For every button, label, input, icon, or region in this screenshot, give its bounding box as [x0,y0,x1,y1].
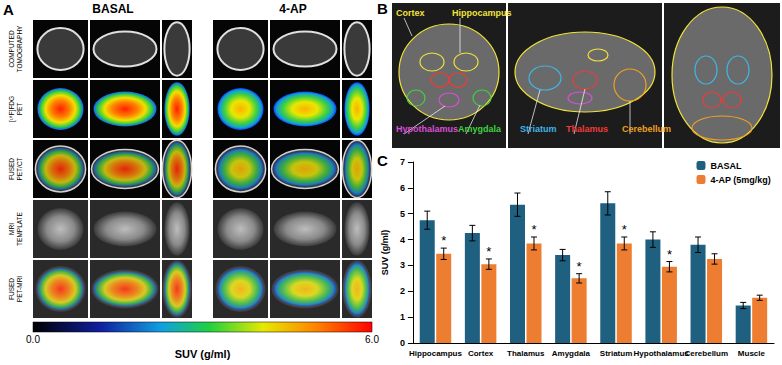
svg-text:6.0: 6.0 [365,334,379,345]
svg-text:B: B [377,0,388,17]
svg-text:*: * [486,244,491,259]
svg-text:*: * [622,222,627,237]
svg-text:[¹⁸F]FDGPET: [¹⁸F]FDGPET [8,96,23,122]
svg-text:Striatum: Striatum [600,349,632,358]
svg-text:Thalamus: Thalamus [507,349,545,358]
svg-text:BASAL: BASAL [710,161,742,171]
svg-text:Muscle: Muscle [738,349,766,358]
svg-text:Amygdala: Amygdala [552,349,591,358]
svg-text:MRITEMPLATE: MRITEMPLATE [8,211,23,245]
svg-text:Hippocampus: Hippocampus [452,8,512,18]
svg-text:2: 2 [400,286,405,296]
svg-text:7: 7 [400,157,405,167]
svg-text:Cerebellum: Cerebellum [622,124,671,134]
svg-text:3: 3 [400,260,405,270]
svg-text:4-AP: 4-AP [279,2,306,16]
svg-text:6: 6 [400,183,405,193]
svg-text:4-AP (5mg/kg): 4-AP (5mg/kg) [710,175,770,185]
svg-text:Cortex: Cortex [468,349,494,358]
svg-text:C: C [377,152,388,169]
svg-text:*: * [577,259,582,274]
svg-text:Striatum: Striatum [520,124,557,134]
svg-text:5: 5 [400,209,405,219]
svg-text:SUV (g/ml): SUV (g/ml) [175,348,231,360]
svg-text:A: A [3,1,14,18]
svg-text:Hypothalamus: Hypothalamus [396,124,458,134]
svg-text:0.0: 0.0 [26,334,40,345]
svg-text:0: 0 [400,338,405,348]
svg-text:FUSEDPET-MRI: FUSEDPET-MRI [8,276,23,303]
svg-text:Hippocampus: Hippocampus [409,349,462,358]
svg-text:1: 1 [400,312,405,322]
svg-text:*: * [531,222,536,237]
svg-text:4: 4 [400,235,405,245]
svg-text:SUV (g/ml): SUV (g/ml) [380,230,390,276]
svg-text:Amygdala: Amygdala [458,124,502,134]
svg-text:COMPUTEDTOMOGRAPHY: COMPUTEDTOMOGRAPHY [8,25,23,72]
svg-text:Hypothalamus: Hypothalamus [634,349,690,358]
svg-text:FUSEDPET/CT: FUSEDPET/CT [8,157,23,180]
svg-text:*: * [667,247,672,262]
svg-text:Cortex: Cortex [396,8,425,18]
svg-text:Thalamus: Thalamus [566,124,608,134]
svg-text:BASAL: BASAL [92,2,133,16]
svg-text:Cerebellum: Cerebellum [685,349,729,358]
svg-text:*: * [441,233,446,248]
